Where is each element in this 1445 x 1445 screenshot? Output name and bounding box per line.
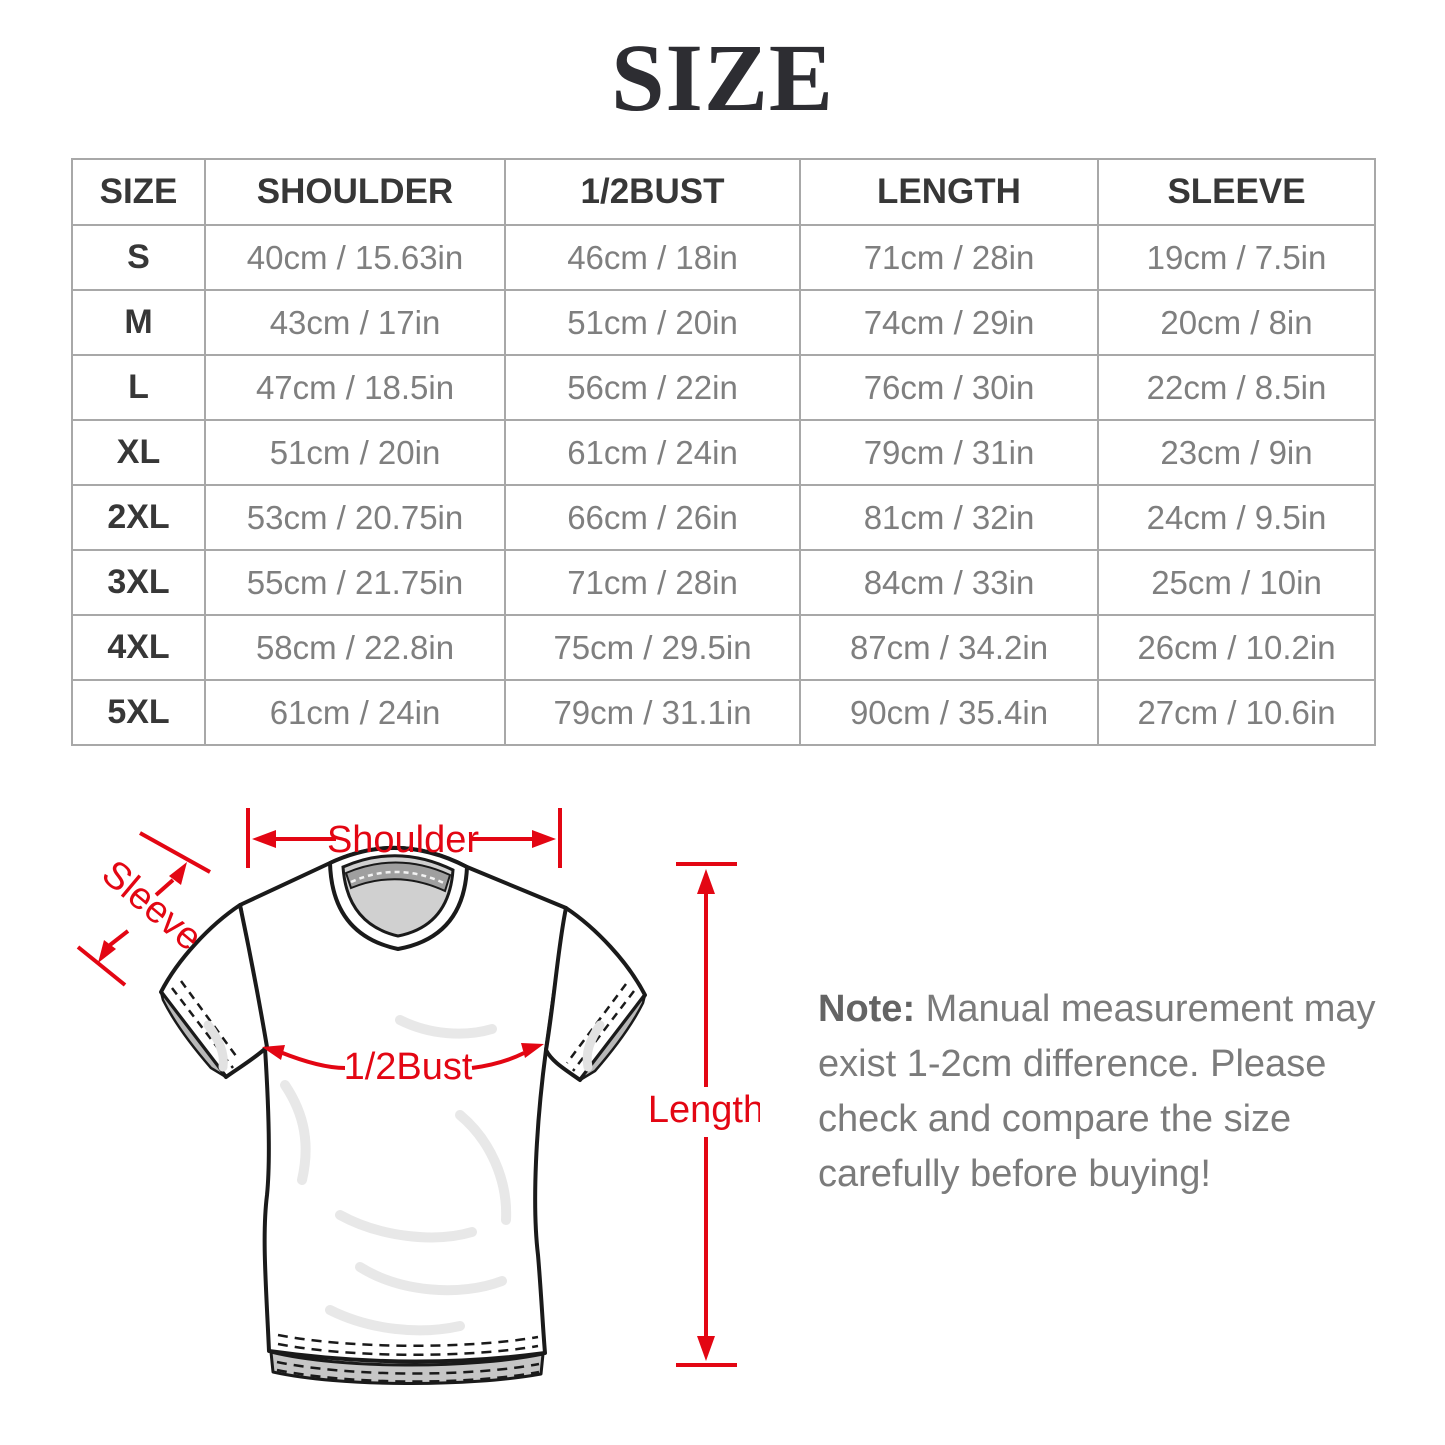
tshirt-left-sleeve-wrinkle [203, 1020, 228, 1072]
table-row: 4XL 58cm / 22.8in 75cm / 29.5in 87cm / 34.2… [71, 614, 1376, 681]
measurement-cell: 61cm / 24in [204, 679, 506, 746]
length-top-arrowhead [697, 869, 715, 894]
tshirt-right-sleeve [544, 906, 647, 1082]
size-table-body: S 40cm / 15.63in 46cm / 18in 71cm / 28in 19c… [71, 224, 1376, 746]
tshirt-left-cuff-underside [159, 991, 227, 1079]
measurement-cell: 25cm / 10in [1097, 549, 1376, 616]
sleeve-upper-arrow-shaft [154, 878, 175, 897]
sleeve-upper-arrowhead [169, 862, 187, 885]
column-header: 1/2BUST [504, 158, 801, 226]
half-bust-annotation: 1/2Bust [262, 1043, 544, 1088]
size-label-cell: 4XL [71, 614, 206, 681]
sleeve-lower-tick [76, 945, 127, 987]
column-header: LENGTH [799, 158, 1099, 226]
length-annotation: Length [648, 862, 760, 1367]
measurement-cell: 26cm / 10.2in [1097, 614, 1376, 681]
size-table: SIZE SHOULDER 1/2BUST LENGTH SLEEVE S 40cm / … [71, 158, 1376, 746]
tshirt-neck-tape [344, 861, 452, 893]
measurement-cell: 71cm / 28in [504, 549, 801, 616]
measurement-cell: 22cm / 8.5in [1097, 354, 1376, 421]
tshirt-hem-underside [269, 1350, 545, 1386]
half-bust-left-arrow-shaft [279, 1050, 346, 1070]
measurement-cell: 66cm / 26in [504, 484, 801, 551]
table-row: XL 51cm / 20in 61cm / 24in 79cm / 31in 23cm … [71, 419, 1376, 486]
column-header: SHOULDER [204, 158, 506, 226]
measurement-cell: 71cm / 28in [799, 224, 1099, 291]
measurement-cell: 24cm / 9.5in [1097, 484, 1376, 551]
tshirt-illustration [159, 845, 647, 1386]
measurement-cell: 51cm / 20in [504, 289, 801, 356]
size-label-cell: XL [71, 419, 206, 486]
measurement-cell: 79cm / 31.1in [504, 679, 801, 746]
measurement-cell: 87cm / 34.2in [799, 614, 1099, 681]
measurement-cell: 58cm / 22.8in [204, 614, 506, 681]
note-line: Note: Manual measurement may [818, 982, 1398, 1037]
note-label: Note: [818, 988, 916, 1030]
sleeve-upper-tick [139, 831, 211, 874]
size-label-cell: S [71, 224, 206, 291]
table-row: L 47cm / 18.5in 56cm / 22in 76cm / 30in 22cm… [71, 354, 1376, 421]
note-line: check and compare the size [818, 1098, 1292, 1140]
column-header: SIZE [71, 158, 206, 226]
measurement-cell: 84cm / 33in [799, 549, 1099, 616]
measurement-cell: 27cm / 10.6in [1097, 679, 1376, 746]
table-header-row: SIZE SHOULDER 1/2BUST LENGTH SLEEVE [71, 158, 1376, 226]
measurement-cell: 61cm / 24in [504, 419, 801, 486]
measurement-cell: 20cm / 8in [1097, 289, 1376, 356]
measurement-cell: 53cm / 20.75in [204, 484, 506, 551]
table-row: M 43cm / 17in 51cm / 20in 74cm / 29in 20cm /… [71, 289, 1376, 356]
half-bust-right-arrowhead [521, 1043, 544, 1058]
table-row: 3XL 55cm / 21.75in 71cm / 28in 84cm / 33in 2… [71, 549, 1376, 616]
shoulder-left-arrowhead [252, 830, 276, 848]
measurement-cell: 19cm / 7.5in [1097, 224, 1376, 291]
measurement-cell: 43cm / 17in [204, 289, 506, 356]
tshirt-measurement-diagram: Shoulder Sleeve 1/2Bust [76, 808, 760, 1386]
tshirt-left-cuff-stitches [171, 980, 241, 1069]
half-bust-label: 1/2Bust [344, 1046, 473, 1088]
half-bust-right-arrow-shaft [471, 1051, 525, 1070]
sleeve-lower-arrow-shaft [108, 929, 130, 947]
table-row: S 40cm / 15.63in 46cm / 18in 71cm / 28in 19c… [71, 224, 1376, 291]
measurement-cell: 81cm / 32in [799, 484, 1099, 551]
measurement-cell: 90cm / 35.4in [799, 679, 1099, 746]
measurement-cell: 74cm / 29in [799, 289, 1099, 356]
measurement-note: Note: Manual measurement may exist 1-2cm… [818, 982, 1398, 1202]
measurement-cell: 46cm / 18in [504, 224, 801, 291]
table-row: 5XL 61cm / 24in 79cm / 31.1in 90cm / 35.4in… [71, 679, 1376, 746]
shoulder-label: Shoulder [327, 819, 479, 861]
table-row: 2XL 53cm / 20.75in 66cm / 26in 81cm / 32in 2… [71, 484, 1376, 551]
size-label-cell: 3XL [71, 549, 206, 616]
measurement-cell: 23cm / 9in [1097, 419, 1376, 486]
measurement-cell: 75cm / 29.5in [504, 614, 801, 681]
size-label-cell: 5XL [71, 679, 206, 746]
size-label-cell: 2XL [71, 484, 206, 551]
shoulder-annotation: Shoulder [246, 808, 562, 868]
measurement-cell: 79cm / 31in [799, 419, 1099, 486]
sleeve-lower-arrowhead [98, 940, 116, 963]
tshirt-right-cuff-underside [579, 994, 647, 1082]
note-line: carefully before buying! [818, 1153, 1211, 1195]
measurement-cell: 55cm / 21.75in [204, 549, 506, 616]
tshirt-neck-tape-stitch [350, 870, 447, 886]
half-bust-left-arrowhead [262, 1045, 285, 1060]
tshirt-right-sleeve-wrinkle [582, 1020, 605, 1072]
note-line: exist 1-2cm difference. Please [818, 1043, 1327, 1085]
tshirt-left-sleeve [159, 903, 269, 1079]
measurement-cell: 51cm / 20in [204, 419, 506, 486]
shoulder-right-arrowhead [532, 830, 556, 848]
note-text: Manual measurement may [925, 988, 1376, 1030]
length-bottom-arrowhead [697, 1336, 715, 1361]
column-header: SLEEVE [1097, 158, 1376, 226]
tshirt-wrinkles [280, 1015, 512, 1336]
measurement-cell: 47cm / 18.5in [204, 354, 506, 421]
measurement-cell: 76cm / 30in [799, 354, 1099, 421]
page-title: SIZE [611, 24, 834, 131]
measurement-cell: 40cm / 15.63in [204, 224, 506, 291]
size-label-cell: L [71, 354, 206, 421]
length-label: Length [648, 1089, 760, 1131]
measurement-cell: 56cm / 22in [504, 354, 801, 421]
size-label-cell: M [71, 289, 206, 356]
